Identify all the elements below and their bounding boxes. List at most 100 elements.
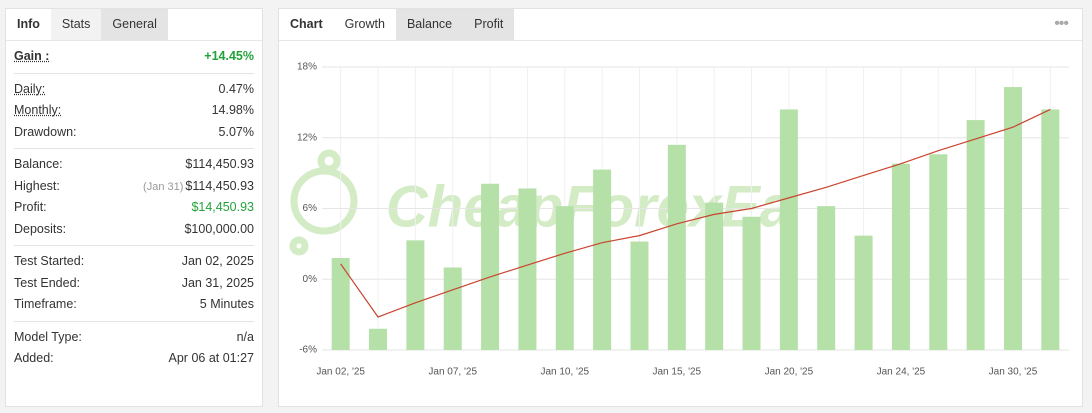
stat-value: 0.47% bbox=[218, 81, 254, 96]
stats-list: Gain : +14.45% Daily: 0.47% Monthly: 14.98% Dr… bbox=[6, 41, 262, 375]
growth-line bbox=[340, 108, 1051, 318]
stat-label: Gain : bbox=[14, 49, 50, 63]
menu-icon[interactable]: ••• bbox=[1054, 15, 1069, 32]
tab[interactable]: Stats bbox=[50, 9, 102, 40]
bar bbox=[891, 163, 910, 350]
y-tick-label: 6% bbox=[303, 203, 318, 214]
stat-value-wrap: +14.45% bbox=[204, 46, 254, 68]
stat-row: Timeframe: 5 Minutes bbox=[14, 294, 254, 316]
stat-label: Drawdown: bbox=[14, 124, 77, 139]
bar bbox=[966, 120, 985, 350]
stat-group: Daily: 0.47% Monthly: 14.98% Drawdown: 5.07% bbox=[14, 74, 254, 149]
stats-panel: Info Stats General Gain : +14.45% Daily: 0.47… bbox=[5, 8, 263, 407]
stat-value-wrap: Apr 06 at 01:27 bbox=[169, 348, 254, 370]
x-tick-label: Jan 02, '25 bbox=[316, 367, 365, 378]
bar bbox=[555, 206, 574, 350]
stat-row: Daily: 0.47% bbox=[14, 79, 254, 101]
mascot bbox=[289, 149, 358, 256]
bar bbox=[705, 202, 724, 350]
y-tick-label: 12% bbox=[297, 132, 317, 143]
stat-label: Highest: bbox=[14, 178, 60, 193]
stat-value-wrap: Jan 31, 2025 bbox=[182, 273, 254, 295]
stat-label: Balance: bbox=[14, 157, 63, 171]
bar bbox=[518, 188, 537, 350]
tab-bar: Chart Growth Balance Profit bbox=[279, 9, 1082, 41]
watermark: CheapForexEa bbox=[386, 174, 792, 239]
bar bbox=[443, 267, 462, 350]
stat-value: 5 Minutes bbox=[199, 297, 254, 311]
bar bbox=[817, 206, 836, 350]
stat-value: +14.45% bbox=[204, 49, 254, 63]
stat-value: Apr 06 at 01:27 bbox=[168, 351, 254, 365]
stat-value-wrap: 5.07% bbox=[219, 122, 254, 144]
bar bbox=[929, 154, 948, 350]
stat-value: 5.07% bbox=[218, 124, 254, 139]
stat-row: Monthly: 14.98% bbox=[14, 100, 254, 122]
stat-value-wrap: $100,000.00 bbox=[184, 219, 254, 241]
stat-label: Deposits: bbox=[14, 221, 67, 236]
stat-group: Gain : +14.45% bbox=[14, 41, 254, 74]
stat-value-wrap: n/a bbox=[237, 327, 254, 349]
x-tick-label: Jan 15, '25 bbox=[653, 367, 702, 378]
stat-label: Profit: bbox=[14, 200, 47, 214]
stat-note: (Jan 31) bbox=[143, 180, 184, 193]
bar bbox=[854, 235, 873, 350]
stat-label: Daily: bbox=[14, 81, 46, 96]
tab[interactable]: Balance bbox=[395, 9, 464, 40]
tab[interactable]: Growth bbox=[333, 9, 396, 40]
bar bbox=[369, 328, 388, 350]
stat-label: Added: bbox=[14, 351, 54, 365]
x-tick-label: Jan 24, '25 bbox=[877, 367, 926, 378]
stat-value: Jan 02, 2025 bbox=[181, 254, 254, 268]
stat-row: Highest: (Jan 31) $114,450.93 bbox=[14, 176, 254, 198]
stat-label: Test Ended: bbox=[14, 275, 81, 290]
y-tick-label: 0% bbox=[303, 274, 318, 285]
chart-panel: Chart Growth Balance Profit ••• CheapForexE… bbox=[278, 8, 1083, 407]
stat-label: Monthly: bbox=[14, 103, 62, 117]
tab[interactable]: Info bbox=[6, 9, 51, 40]
bar bbox=[630, 241, 649, 350]
stat-group: Test Started: Jan 02, 2025 Test Ended: Jan … bbox=[14, 246, 254, 322]
stat-value-wrap: 0.47% bbox=[219, 79, 254, 101]
bar bbox=[779, 109, 798, 350]
tab[interactable]: General bbox=[101, 9, 168, 40]
stat-value-wrap: $114,450.93 bbox=[185, 154, 254, 176]
stat-value: 14.98% bbox=[211, 103, 254, 117]
stat-row: Profit: $14,450.93 bbox=[14, 197, 254, 219]
stat-row: Test Ended: Jan 31, 2025 bbox=[14, 273, 254, 295]
stat-value-wrap: Jan 02, 2025 bbox=[182, 251, 254, 273]
stat-value-wrap: 5 Minutes bbox=[200, 294, 254, 316]
x-tick-label: Jan 30, '25 bbox=[989, 367, 1038, 378]
stat-value: $100,000.00 bbox=[184, 221, 254, 236]
stat-row: Model Type: n/a bbox=[14, 327, 254, 349]
bar bbox=[406, 240, 425, 350]
stat-row: Test Started: Jan 02, 2025 bbox=[14, 251, 254, 273]
bar bbox=[331, 258, 350, 350]
stat-value: $114,450.93 bbox=[185, 178, 254, 193]
stat-label: Test Started: bbox=[14, 254, 85, 268]
x-tick-label: Jan 07, '25 bbox=[428, 367, 477, 378]
stat-row: Gain : +14.45% bbox=[14, 46, 254, 68]
stat-value-wrap: $14,450.93 bbox=[191, 197, 254, 219]
bar bbox=[742, 216, 761, 350]
bar bbox=[667, 144, 686, 350]
chart: CheapForexEa -6% 0% 6% 12% 18% Jan 02, '25 Jan… bbox=[289, 62, 1069, 378]
stat-row: Balance: $114,450.93 bbox=[14, 154, 254, 176]
stat-group: Balance: $114,450.93 Highest: (Jan 31) $114,… bbox=[14, 149, 254, 246]
tab[interactable]: Profit bbox=[463, 9, 515, 40]
y-tick-label: 18% bbox=[297, 62, 317, 73]
stat-row: Drawdown: 5.07% bbox=[14, 122, 254, 144]
bar bbox=[481, 183, 500, 350]
tab-bar: Info Stats General bbox=[6, 9, 262, 41]
stat-value-wrap: 14.98% bbox=[212, 100, 254, 122]
stat-value: $114,450.93 bbox=[185, 157, 254, 171]
tab[interactable]: Chart bbox=[279, 9, 334, 40]
bar bbox=[1003, 87, 1022, 350]
stat-value: Jan 31, 2025 bbox=[181, 275, 254, 290]
stat-row: Deposits: $100,000.00 bbox=[14, 219, 254, 241]
stat-row: Added: Apr 06 at 01:27 bbox=[14, 348, 254, 370]
x-tick-label: Jan 20, '25 bbox=[765, 367, 814, 378]
bar bbox=[593, 169, 612, 350]
stat-group: Model Type: n/a Added: Apr 06 at 01:27 bbox=[14, 322, 254, 375]
